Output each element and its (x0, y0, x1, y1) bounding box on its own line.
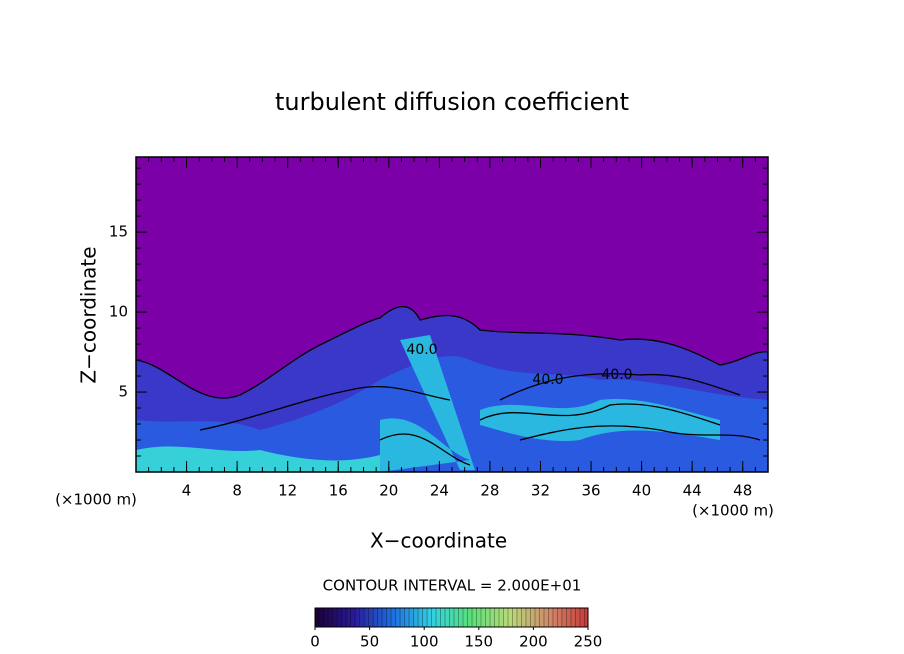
x-tick-label: 36 (581, 482, 600, 500)
chart-title: turbulent diffusion coefficient (275, 88, 629, 116)
x-tick-label: 24 (430, 482, 449, 500)
colorbar-tick-label: 0 (310, 633, 320, 651)
x-tick-label: 16 (329, 482, 348, 500)
y-axis-label: Z−coordinate (77, 246, 101, 383)
x-tick-label: 28 (480, 482, 499, 500)
x-unit-label: (×1000 m) (692, 502, 774, 520)
y-tick-label: 10 (109, 303, 128, 321)
x-tick-label: 44 (683, 482, 702, 500)
x-axis-label: X−coordinate (370, 529, 507, 553)
field (136, 157, 768, 472)
x-tick-label: 8 (232, 482, 242, 500)
colorbar-tick-label: 50 (360, 633, 379, 651)
contour-interval: CONTOUR INTERVAL = 2.000E+01 (323, 577, 582, 595)
contour-label: 40.0 (406, 342, 437, 358)
colorbar-tick-label: 150 (464, 633, 493, 651)
colorbar (314, 607, 589, 628)
colorbar-tick-label: 250 (574, 633, 603, 651)
contour-line (479, 403, 721, 426)
x-tick-label: 40 (632, 482, 651, 500)
field-region (380, 335, 720, 472)
contour-label: 40.0 (532, 372, 563, 388)
contour-line (136, 305, 768, 466)
x-tick-label: 4 (182, 482, 192, 500)
colorbar-tick-label: 200 (519, 633, 548, 651)
y-tick-label: 15 (109, 223, 128, 241)
x-tick-label: 48 (733, 482, 752, 500)
x-tick-label: 20 (379, 482, 398, 500)
colorbar-tick-label: 100 (410, 633, 439, 651)
field-region (136, 446, 380, 472)
y-unit-label: (×1000 m) (55, 491, 137, 509)
contour-label: 40.0 (601, 367, 632, 383)
x-tick-label: 12 (278, 482, 297, 500)
x-tick-label: 32 (531, 482, 550, 500)
y-tick-label: 5 (118, 383, 128, 401)
